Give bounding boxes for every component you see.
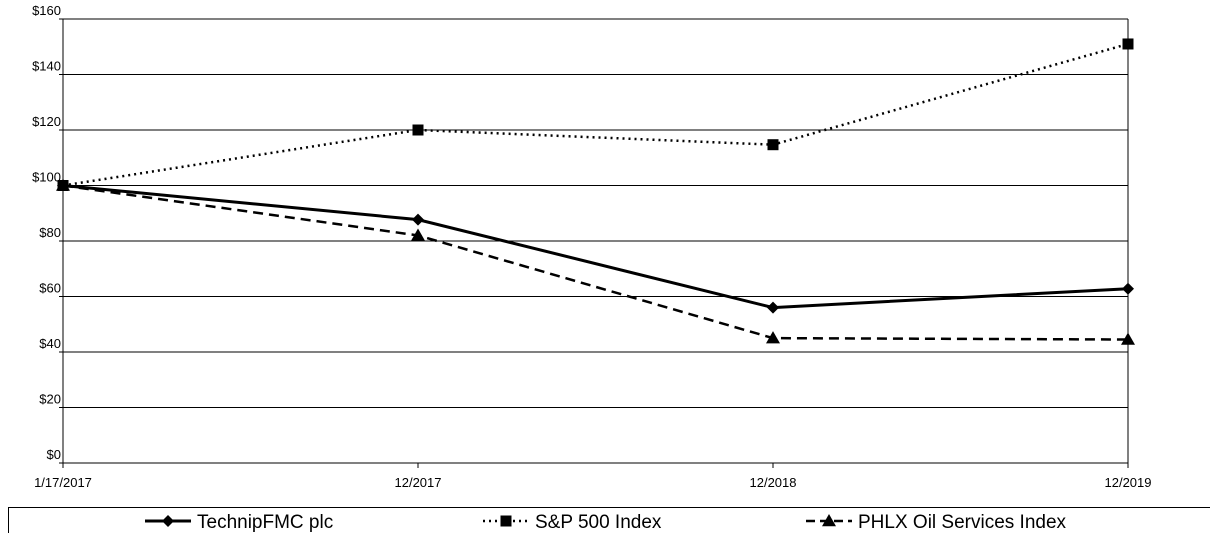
data-point-marker [411, 228, 425, 241]
series-line [62, 42, 1129, 187]
legend-label: TechnipFMC plc [197, 512, 333, 533]
data-point-marker [1121, 332, 1135, 345]
x-tick-label: 12/2019 [1105, 475, 1152, 490]
y-tick-label: $20 [39, 392, 61, 407]
series-2 [57, 38, 1134, 191]
legend-marker [162, 515, 174, 527]
x-tick-label: 12/2018 [750, 475, 797, 490]
series-lines [56, 38, 1135, 345]
y-tick-label: $80 [39, 225, 61, 240]
gridlines [63, 18, 1128, 408]
y-axis-tick-labels: $0 $20 $40 $60 $80 $100 $120 $140 $160 [32, 3, 61, 462]
series-3 [56, 178, 1135, 345]
series-line [62, 184, 1129, 310]
data-point-marker [766, 331, 780, 344]
data-point-marker [56, 178, 70, 191]
data-point-marker [412, 124, 424, 136]
y-tick-label: $100 [32, 170, 61, 185]
data-point-marker [1122, 38, 1134, 50]
data-point-marker [412, 213, 424, 226]
data-point-marker [767, 139, 779, 151]
legend-label: PHLX Oil Services Index [858, 512, 1067, 533]
x-axis-tick-labels: 1/17/2017 12/2017 12/2018 12/2019 [34, 475, 1151, 490]
y-tick-label: $60 [39, 281, 61, 296]
y-tick-label: $140 [32, 59, 61, 74]
series-line [62, 184, 1129, 341]
x-tick-label: 12/2017 [395, 475, 442, 490]
y-tick-label: $120 [32, 114, 61, 129]
data-point-marker [767, 301, 779, 314]
y-tick-label: $160 [32, 3, 61, 18]
legend-label: S&P 500 Index [535, 512, 662, 533]
legend-marker [500, 515, 512, 527]
legend-item-1: TechnipFMC plc [145, 512, 333, 533]
x-tick-label: 1/17/2017 [34, 475, 92, 490]
legend-item-3: PHLX Oil Services Index [806, 512, 1067, 533]
y-tick-label: $40 [39, 336, 61, 351]
series-1 [57, 179, 1134, 314]
y-tick-label: $0 [47, 447, 61, 462]
data-point-marker [1122, 282, 1134, 295]
legend-box [8, 507, 1210, 533]
legend-marker [822, 514, 836, 527]
axes [59, 18, 1129, 468]
legend-item-2: S&P 500 Index [483, 512, 662, 533]
legend: TechnipFMC plc S&P 500 Index PHLX Oil Serv… [8, 507, 1210, 533]
